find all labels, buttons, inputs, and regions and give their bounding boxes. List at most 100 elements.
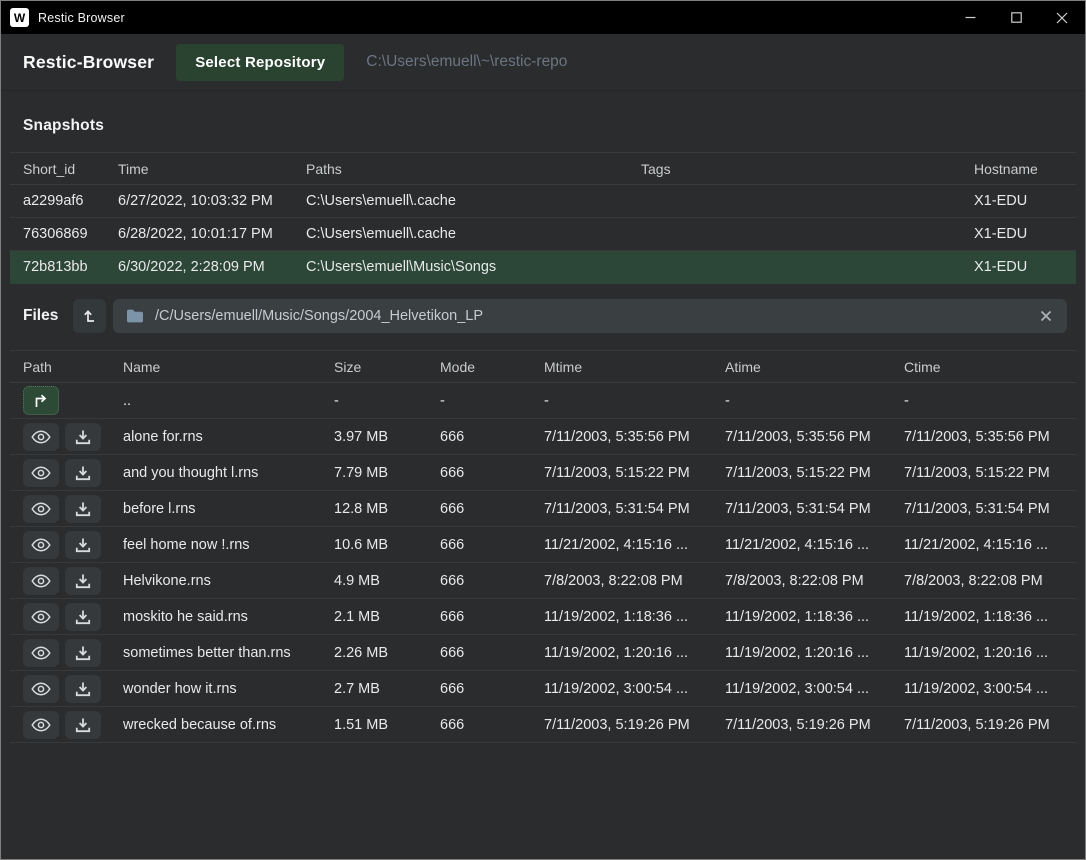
eye-icon xyxy=(31,609,51,624)
file-atime: 11/19/2002, 1:20:16 ... xyxy=(725,644,870,661)
column-header-mtime: Mtime xyxy=(544,358,583,375)
eye-icon xyxy=(31,681,51,696)
window-title: Restic Browser xyxy=(38,10,125,25)
file-atime: 11/19/2002, 3:00:54 ... xyxy=(725,680,870,697)
column-header-hostname: Hostname xyxy=(974,160,1038,177)
file-ctime: 11/19/2002, 1:18:36 ... xyxy=(904,608,1049,625)
download-icon xyxy=(75,610,91,624)
file-name: Helvikone.rns xyxy=(123,572,211,589)
download-file-button[interactable] xyxy=(65,458,101,487)
download-file-button[interactable] xyxy=(65,710,101,739)
download-file-button[interactable] xyxy=(65,494,101,523)
file-atime: - xyxy=(725,392,730,409)
repository-path: C:\Users\emuell\~\restic-repo xyxy=(366,53,568,70)
preview-file-button[interactable] xyxy=(23,566,59,595)
eye-icon xyxy=(31,537,51,552)
eye-icon xyxy=(31,717,51,732)
download-file-button[interactable] xyxy=(65,674,101,703)
snapshot-time: 6/27/2022, 10:03:32 PM xyxy=(118,193,273,209)
file-row[interactable]: and you thought l.rns 7.79 MB 666 7/11/2003… xyxy=(10,455,1076,491)
file-mtime: 11/21/2002, 4:15:16 ... xyxy=(544,536,689,553)
download-icon xyxy=(75,646,91,660)
file-mtime: 7/11/2003, 5:35:56 PM xyxy=(544,428,690,445)
file-mode: 666 xyxy=(440,572,465,589)
snapshot-row[interactable]: 76306869 6/28/2022, 10:01:17 PM C:\Users\e… xyxy=(10,218,1076,251)
column-header-mode: Mode xyxy=(440,358,476,375)
page-title: Restic-Browser xyxy=(23,51,155,72)
current-path-bar[interactable]: /C/Users/emuell/Music/Songs/2004_Helveti… xyxy=(113,299,1067,333)
snapshot-hostname: X1-EDU xyxy=(974,259,1028,275)
column-header-ctime: Ctime xyxy=(904,358,941,375)
file-row[interactable]: wrecked because of.rns 1.51 MB 666 7/11/200… xyxy=(10,707,1076,743)
app-logo-icon: W xyxy=(10,8,29,27)
preview-file-button[interactable] xyxy=(23,422,59,451)
file-size: 2.26 MB xyxy=(334,644,388,661)
file-row[interactable]: wonder how it.rns 2.7 MB 666 11/19/2002, 3:… xyxy=(10,671,1076,707)
file-row[interactable]: alone for.rns 3.97 MB 666 7/11/2003, 5:35:5… xyxy=(10,419,1076,455)
column-header-time: Time xyxy=(118,160,149,177)
preview-file-button[interactable] xyxy=(23,710,59,739)
file-name: moskito he said.rns xyxy=(123,608,248,625)
preview-file-button[interactable] xyxy=(23,674,59,703)
file-name: sometimes better than.rns xyxy=(123,644,291,661)
preview-file-button[interactable] xyxy=(23,494,59,523)
preview-file-button[interactable] xyxy=(23,458,59,487)
download-file-button[interactable] xyxy=(65,422,101,451)
file-mode: 666 xyxy=(440,608,465,625)
file-row[interactable]: moskito he said.rns 2.1 MB 666 11/19/2002, … xyxy=(10,599,1076,635)
eye-icon xyxy=(31,501,51,516)
file-row-actions xyxy=(23,458,123,487)
download-file-button[interactable] xyxy=(65,602,101,631)
download-icon xyxy=(75,682,91,696)
eye-icon xyxy=(31,429,51,444)
file-row[interactable]: feel home now !.rns 10.6 MB 666 11/21/2002,… xyxy=(10,527,1076,563)
clear-path-button[interactable] xyxy=(1038,310,1054,322)
file-mtime: 7/11/2003, 5:19:26 PM xyxy=(544,716,690,733)
file-row-actions xyxy=(23,566,123,595)
file-size: 4.9 MB xyxy=(334,572,380,589)
file-ctime: 7/8/2003, 8:22:08 PM xyxy=(904,572,1043,589)
file-ctime: 7/11/2003, 5:15:22 PM xyxy=(904,464,1050,481)
file-row[interactable]: Helvikone.rns 4.9 MB 666 7/8/2003, 8:22:08 … xyxy=(10,563,1076,599)
select-repository-button[interactable]: Select Repository xyxy=(176,43,345,81)
download-icon xyxy=(75,538,91,552)
maximize-button[interactable] xyxy=(993,1,1039,34)
file-ctime: 7/11/2003, 5:19:26 PM xyxy=(904,716,1050,733)
file-row[interactable]: before l.rns 12.8 MB 666 7/11/2003, 5:31:54… xyxy=(10,491,1076,527)
column-header-short-id: Short_id xyxy=(23,160,76,177)
file-parent-row[interactable]: .. - - - - - xyxy=(10,383,1076,419)
file-size: 2.1 MB xyxy=(334,608,380,625)
snapshot-row[interactable]: 72b813bb 6/30/2022, 2:28:09 PM C:\Users\em… xyxy=(10,251,1076,284)
snapshot-short-id: 72b813bb xyxy=(23,259,88,275)
files-heading: Files xyxy=(23,307,59,324)
file-row-actions xyxy=(23,386,123,415)
file-row[interactable]: sometimes better than.rns 2.26 MB 666 11/19… xyxy=(10,635,1076,671)
file-mode: 666 xyxy=(440,428,465,445)
file-ctime: - xyxy=(904,392,909,409)
download-file-button[interactable] xyxy=(65,530,101,559)
download-file-button[interactable] xyxy=(65,566,101,595)
download-file-button[interactable] xyxy=(65,638,101,667)
file-row-actions xyxy=(23,494,123,523)
download-icon xyxy=(75,502,91,516)
snapshot-paths: C:\Users\emuell\Music\Songs xyxy=(306,259,497,275)
minimize-button[interactable] xyxy=(947,1,993,34)
file-atime: 7/11/2003, 5:15:22 PM xyxy=(725,464,871,481)
file-atime: 7/11/2003, 5:31:54 PM xyxy=(725,500,871,517)
close-button[interactable] xyxy=(1039,1,1085,34)
preview-file-button[interactable] xyxy=(23,638,59,667)
preview-file-button[interactable] xyxy=(23,602,59,631)
file-ctime: 11/19/2002, 3:00:54 ... xyxy=(904,680,1049,697)
go-up-directory-button[interactable] xyxy=(23,386,59,415)
file-name: .. xyxy=(123,392,132,409)
restore-up-button[interactable] xyxy=(73,299,106,333)
file-ctime: 7/11/2003, 5:35:56 PM xyxy=(904,428,1050,445)
file-mode: 666 xyxy=(440,536,465,553)
file-row-actions xyxy=(23,602,123,631)
preview-file-button[interactable] xyxy=(23,530,59,559)
file-mode: 666 xyxy=(440,680,465,697)
eye-icon xyxy=(31,645,51,660)
snapshot-row[interactable]: a2299af6 6/27/2022, 10:03:32 PM C:\Users\e… xyxy=(10,185,1076,218)
header: Restic-Browser Select Repository C:\User… xyxy=(1,34,1085,91)
